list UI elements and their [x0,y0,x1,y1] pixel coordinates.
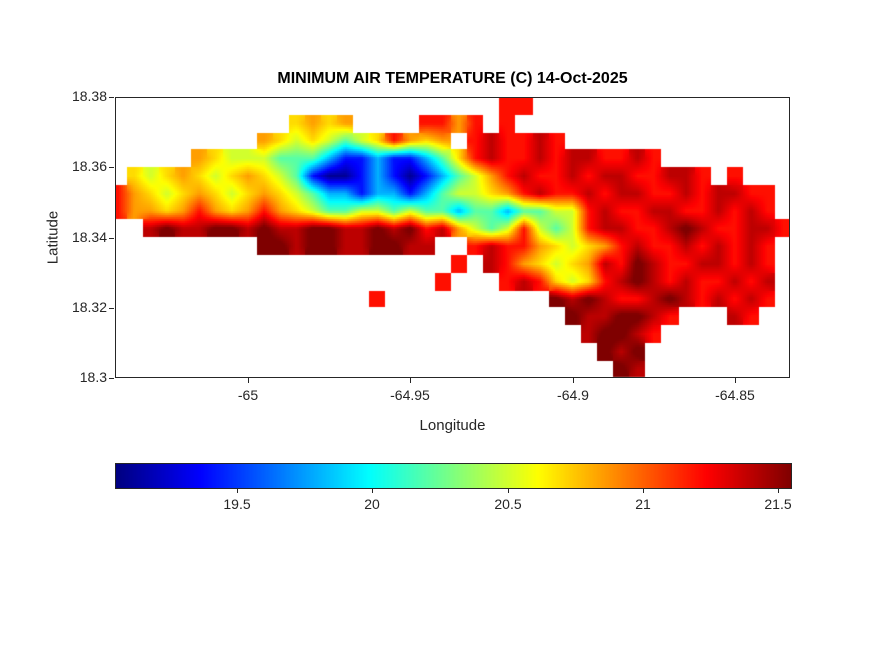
colorbar-tick-label: 20 [364,496,380,512]
colorbar [115,463,792,489]
colorbar-tick-mark [778,489,779,493]
x-tick-mark [410,378,411,383]
y-tick-label: 18.34 [71,229,107,245]
x-tick-label: -65 [237,387,259,403]
colorbar-tick-label: 21.5 [764,496,792,512]
x-tick-label: -64.85 [715,387,755,403]
y-tick-mark [109,308,114,309]
colorbar-tick-mark [508,489,509,493]
y-tick-label: 18.3 [79,369,107,385]
y-tick-mark [109,167,114,168]
y-tick-mark [109,97,114,98]
y-tick-label: 18.38 [71,88,107,104]
x-tick-mark [573,378,574,383]
x-tick-label: -64.9 [557,387,589,403]
y-tick-mark [109,378,114,379]
y-tick-label: 18.32 [71,299,107,315]
colorbar-tick-mark [237,489,238,493]
x-tick-label: -64.95 [390,387,430,403]
chart-title: MINIMUM AIR TEMPERATURE (C) 14-Oct-2025 [277,70,628,87]
x-axis-label: Longitude [419,417,486,434]
y-tick-label: 18.36 [71,158,107,174]
heatmap-plot [115,97,790,378]
colorbar-tick-label: 19.5 [223,496,251,512]
y-axis-label: Latitude [44,210,62,265]
x-tick-mark [735,378,736,383]
colorbar-tick-label: 20.5 [494,496,522,512]
colorbar-tick-mark [643,489,644,493]
y-tick-mark [109,238,114,239]
colorbar-tick-label: 21 [635,496,651,512]
colorbar-tick-mark [372,489,373,493]
x-tick-mark [248,378,249,383]
